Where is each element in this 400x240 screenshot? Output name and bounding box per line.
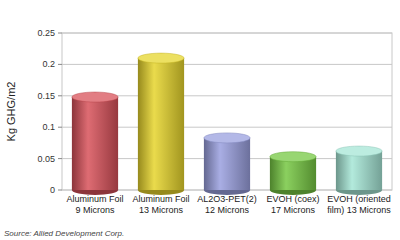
- label-line: Aluminum Foil: [132, 194, 189, 204]
- label-line: 17 Microns: [271, 205, 316, 215]
- bar-top: [336, 146, 382, 156]
- bar-top: [72, 92, 118, 102]
- tick-mark: [58, 127, 62, 128]
- source-note: Source: Allied Development Corp.: [4, 229, 124, 238]
- tick-mark: [58, 64, 62, 65]
- y-tick-label: 0.05: [37, 154, 55, 164]
- x-tick-label: Aluminum Foil9 Microns: [66, 194, 123, 215]
- bar-body: [204, 138, 250, 190]
- bar-top: [270, 152, 316, 162]
- bar: [270, 152, 316, 195]
- bar-body: [72, 97, 118, 190]
- grid-line: [62, 64, 392, 65]
- tick-mark: [58, 95, 62, 96]
- bar: [336, 146, 382, 195]
- x-tick-label: EVOH (orientedfilm) 13 Microns: [327, 194, 391, 215]
- label-line: Aluminum Foil: [66, 194, 123, 204]
- label-line: film) 13 Microns: [327, 205, 391, 215]
- bar: [204, 133, 250, 195]
- plot-frame: [62, 33, 392, 190]
- x-tick-label: Aluminum Foil13 Microns: [132, 194, 189, 215]
- tick-mark: [58, 158, 62, 159]
- y-tick-label: 0.1: [42, 122, 55, 132]
- y-tick-label: 0.2: [42, 59, 55, 69]
- bar: [138, 53, 184, 195]
- y-tick-label: 0: [50, 185, 55, 195]
- tick-mark: [58, 190, 62, 191]
- x-tick-label: EVOH (coex)17 Microns: [266, 194, 319, 215]
- chart-container: 0 0.05 0.1 0.15 0.2 0.25 Kg GHG/m2 Aluminum Foi…: [0, 0, 400, 240]
- label-line: 13 Microns: [139, 205, 184, 215]
- bar-top: [138, 53, 184, 63]
- bars: [72, 53, 382, 195]
- y-tick-label: 0.25: [37, 28, 55, 38]
- chart-svg: 0 0.05 0.1 0.15 0.2 0.25 Kg GHG/m2 Aluminum Foi…: [0, 0, 400, 240]
- bar-body: [336, 151, 382, 190]
- y-tick-label: 0.15: [37, 91, 55, 101]
- bar-body: [138, 58, 184, 190]
- bar-top: [204, 133, 250, 143]
- label-line: 9 Microns: [75, 205, 115, 215]
- label-line: EVOH (coex): [266, 194, 319, 204]
- label-line: EVOH (oriented: [327, 194, 391, 204]
- y-axis-label: Kg GHG/m2: [5, 82, 17, 142]
- label-line: 12 Microns: [205, 205, 250, 215]
- bar: [72, 92, 118, 195]
- grid-line: [62, 33, 392, 34]
- tick-mark: [58, 33, 62, 34]
- x-tick-label: AL2O3-PET(2)12 Microns: [197, 194, 257, 215]
- label-line: AL2O3-PET(2): [197, 194, 257, 204]
